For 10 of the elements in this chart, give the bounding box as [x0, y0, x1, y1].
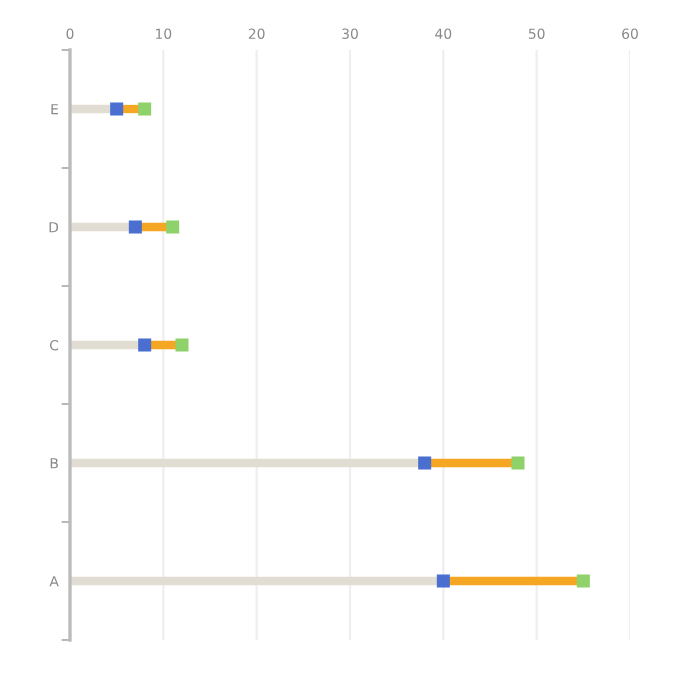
point: [418, 456, 432, 470]
point: [110, 102, 124, 116]
point: [436, 574, 450, 588]
point: [511, 456, 525, 470]
point: [166, 220, 180, 234]
point: [128, 220, 142, 234]
point: [138, 102, 152, 116]
point: [576, 574, 590, 588]
point: [138, 338, 152, 352]
point: [175, 338, 189, 352]
